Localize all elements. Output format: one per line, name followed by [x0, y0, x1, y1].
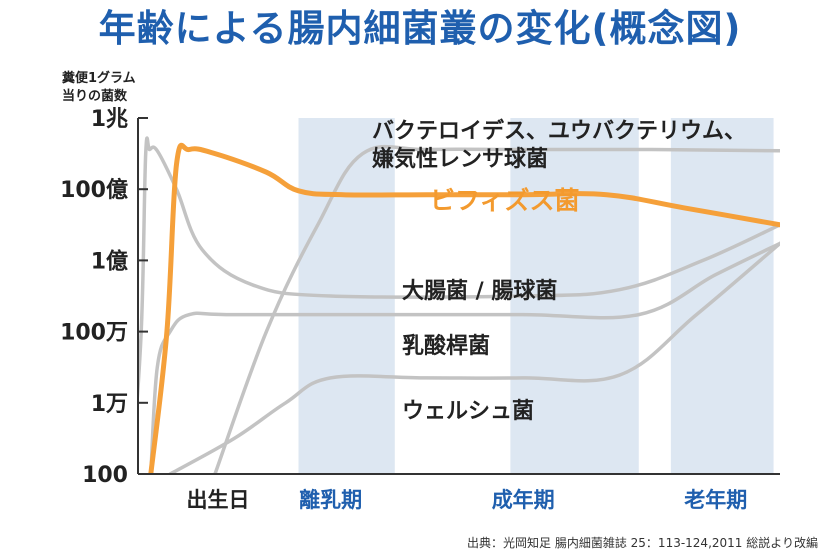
series-line-1 [148, 142, 780, 474]
series-line-4 [168, 241, 780, 474]
y-axis-label: 糞便1グラム 当りの菌数 [62, 70, 136, 106]
series-label-5: ウェルシュ菌 [402, 399, 534, 424]
series-label-4: 乳酸桿菌 [402, 333, 490, 359]
source-note: 出典：光岡知足 腸内細菌雑誌 25：113-124,2011 総説より改編 [467, 536, 818, 550]
series-label-3: 大腸菌 / 腸球菌 [402, 279, 557, 304]
series-label-0: バクテロイデス、ユウバクテリウム、 [372, 118, 746, 144]
x-category-label-3: 老年期 [684, 488, 747, 512]
y-tick-label-5: 100 [82, 463, 128, 488]
chart-plot: 1兆 100億 1億 100万 1万 100 出生日 離乳期 成年期 老年期 バクテロイデス、ユウバ… [60, 107, 780, 512]
y-axis-label-line1: 糞便1グラム [62, 71, 136, 86]
y-tick-label-2: 1億 [91, 248, 128, 274]
series-line-3 [149, 241, 780, 474]
y-tick-label-4: 1万 [91, 392, 128, 417]
series-line-2 [138, 136, 780, 413]
series-label-2: ビフィズス菌 [430, 186, 580, 215]
series-line-0 [213, 144, 780, 474]
y-tick-label-3: 100万 [60, 321, 128, 346]
x-category-label-0: 出生日 [187, 488, 250, 512]
x-category-label-2: 成年期 [492, 488, 555, 512]
y-tick-label-0: 1兆 [91, 107, 128, 132]
series-label-1: 嫌気性レンサ球菌 [372, 146, 548, 172]
chart-title: 年齢による腸内細菌叢の変化(概念図) [98, 7, 742, 50]
y-tick-label-1: 100億 [60, 177, 128, 203]
period-band-2 [670, 118, 774, 474]
x-category-label-1: 離乳期 [299, 488, 362, 512]
y-axis-label-line2: 当りの菌数 [62, 89, 128, 104]
